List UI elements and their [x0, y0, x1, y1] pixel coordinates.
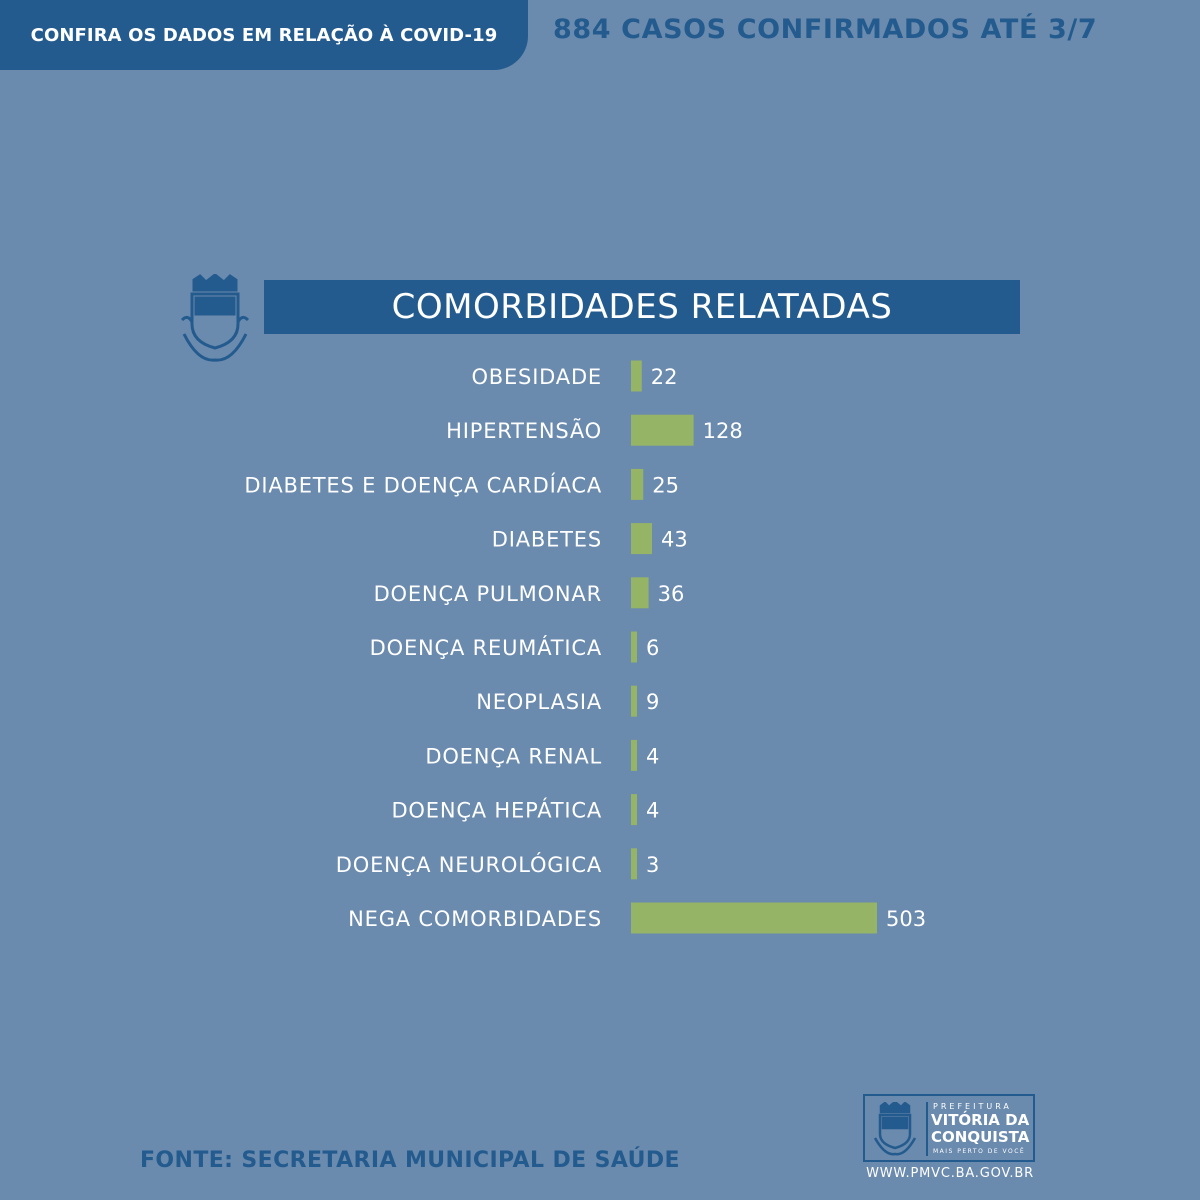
bar: [631, 794, 637, 826]
value-label: 4: [646, 799, 659, 823]
category-label: NEOPLASIA: [476, 690, 602, 714]
website-url: WWW.PMVC.BA.GOV.BR: [866, 1166, 1034, 1181]
category-label: HIPERTENSÃO: [446, 417, 602, 443]
logo-city-name-line1: VITÓRIA DA: [931, 1111, 1030, 1129]
category-label: OBESIDADE: [471, 365, 602, 389]
category-label: DIABETES E DOENÇA CARDÍACA: [244, 472, 602, 497]
bar: [631, 685, 637, 717]
source-note: FONTE: SECRETARIA MUNICIPAL DE SAÚDE: [140, 1148, 680, 1173]
value-label: 36: [658, 582, 685, 606]
value-label: 22: [651, 365, 678, 389]
chart-title: COMORBIDADES RELATADAS: [264, 280, 1020, 334]
logo-prefeitura-text: PREFEITURA: [933, 1102, 1012, 1111]
bar: [631, 902, 877, 934]
value-label: 25: [652, 473, 679, 497]
bar: [631, 360, 642, 392]
logo-divider: [926, 1102, 928, 1156]
value-label: 9: [646, 690, 659, 714]
bar: [631, 739, 637, 771]
value-label: 4: [646, 744, 659, 768]
value-label: 43: [661, 528, 688, 552]
value-label: 6: [646, 636, 659, 660]
bar: [631, 468, 644, 500]
category-label: DOENÇA HEPÁTICA: [391, 798, 602, 823]
value-label: 128: [703, 419, 743, 443]
bar: [631, 848, 637, 880]
city-crest-icon: [180, 274, 250, 362]
value-label: 503: [886, 907, 926, 931]
value-label: 3: [646, 853, 659, 877]
bar: [631, 577, 649, 609]
logo-city-name-line2: CONQUISTA: [931, 1128, 1030, 1146]
city-crest-icon: [873, 1102, 917, 1156]
bar: [631, 523, 653, 555]
logo-tagline: MAIS PERTO DE VOCÊ: [933, 1148, 1026, 1155]
prefeitura-logo: PREFEITURA VITÓRIA DA CONQUISTA MAIS PER…: [863, 1094, 1035, 1162]
header-tab-label: CONFIRA OS DADOS EM RELAÇÃO À COVID-19: [30, 24, 498, 46]
category-label: DOENÇA PULMONAR: [374, 582, 602, 606]
category-label: DOENÇA REUMÁTICA: [370, 635, 602, 660]
header-tab: CONFIRA OS DADOS EM RELAÇÃO À COVID-19: [0, 0, 528, 70]
bar: [631, 631, 637, 663]
category-label: DOENÇA NEUROLÓGICA: [336, 852, 602, 877]
category-label: NEGA COMORBIDADES: [348, 907, 602, 931]
confirmed-cases-heading: 884 CASOS CONFIRMADOS ATÉ 3/7: [553, 14, 1098, 45]
category-label: DIABETES: [492, 528, 602, 552]
category-label: DOENÇA RENAL: [425, 744, 602, 768]
bar: [631, 414, 694, 446]
